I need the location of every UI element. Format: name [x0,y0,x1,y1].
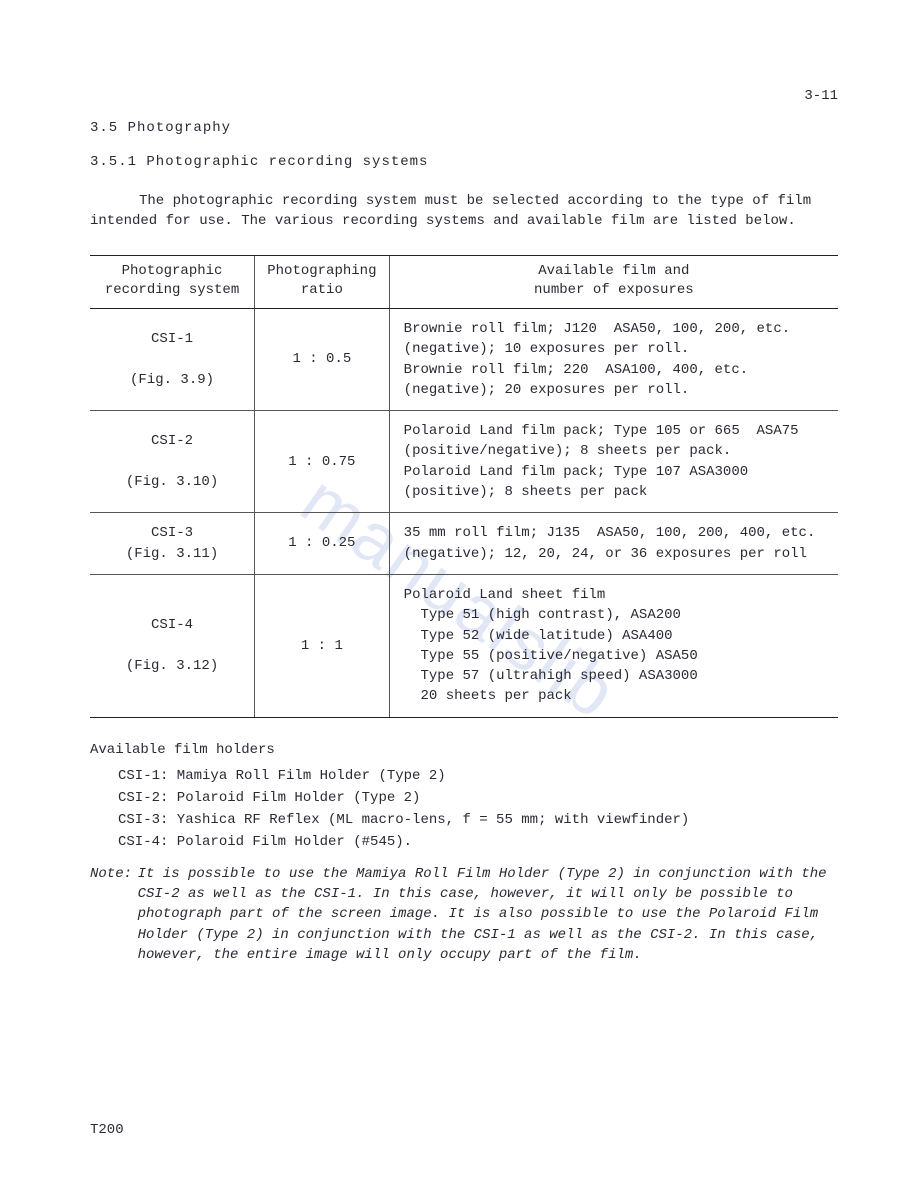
cell-ratio: 1 : 0.75 [255,411,390,513]
cell-film: Brownie roll film; J120 ASA50, 100, 200,… [389,308,838,410]
intro-paragraph: The photographic recording system must b… [90,192,838,231]
th-ratio: Photographing ratio [255,256,390,309]
note-block: Note: It is possible to use the Mamiya R… [90,864,838,965]
system-fig: (Fig. 3.9) [130,372,214,388]
holder-line: CSI-4: Polaroid Film Holder (#545). [118,834,838,850]
system-fig: (Fig. 3.11) [126,546,218,562]
table-row: CSI-4 (Fig. 3.12) 1 : 1 Polaroid Land sh… [90,574,838,717]
page-number: 3-11 [804,88,838,104]
th-line: Photographic [122,263,223,279]
table-row: CSI-1 (Fig. 3.9) 1 : 0.5 Brownie roll fi… [90,308,838,410]
note-label: Note: [90,864,138,965]
th-line: ratio [301,282,343,298]
cell-ratio: 1 : 0.25 [255,513,390,575]
heading-section: 3.5 Photography [90,120,838,136]
holder-line: CSI-1: Mamiya Roll Film Holder (Type 2) [118,768,838,784]
holders-title: Available film holders [90,742,838,758]
table-row: CSI-3 (Fig. 3.11) 1 : 0.25 35 mm roll fi… [90,513,838,575]
holder-line: CSI-3: Yashica RF Reflex (ML macro-lens,… [118,812,838,828]
system-name: CSI-4 [151,617,193,633]
system-fig: (Fig. 3.12) [126,658,218,674]
cell-ratio: 1 : 0.5 [255,308,390,410]
page-body: 3-11 3.5 Photography 3.5.1 Photographic … [0,0,918,1005]
cell-system: CSI-1 (Fig. 3.9) [90,308,255,410]
holder-line: CSI-2: Polaroid Film Holder (Type 2) [118,790,838,806]
system-name: CSI-3 [151,525,193,541]
table-body: CSI-1 (Fig. 3.9) 1 : 0.5 Brownie roll fi… [90,308,838,717]
table-row: CSI-2 (Fig. 3.10) 1 : 0.75 Polaroid Land… [90,411,838,513]
film-table: Photographic recording system Photograph… [90,255,838,718]
th-system: Photographic recording system [90,256,255,309]
cell-system: CSI-2 (Fig. 3.10) [90,411,255,513]
cell-ratio: 1 : 1 [255,574,390,717]
cell-system: CSI-4 (Fig. 3.12) [90,574,255,717]
th-line: number of exposures [534,282,694,298]
cell-film: 35 mm roll film; J135 ASA50, 100, 200, 4… [389,513,838,575]
note-text: It is possible to use the Mamiya Roll Fi… [138,864,838,965]
system-name: CSI-1 [151,331,193,347]
system-name: CSI-2 [151,433,193,449]
th-line: Photographing [267,263,376,279]
footer-code: T200 [90,1122,124,1138]
th-line: recording system [105,282,239,298]
heading-subsection: 3.5.1 Photographic recording systems [90,154,838,170]
cell-film: Polaroid Land film pack; Type 105 or 665… [389,411,838,513]
cell-system: CSI-3 (Fig. 3.11) [90,513,255,575]
cell-film: Polaroid Land sheet film Type 51 (high c… [389,574,838,717]
table-header-row: Photographic recording system Photograph… [90,256,838,309]
th-line: Available film and [538,263,689,279]
th-film: Available film and number of exposures [389,256,838,309]
system-fig: (Fig. 3.10) [126,474,218,490]
